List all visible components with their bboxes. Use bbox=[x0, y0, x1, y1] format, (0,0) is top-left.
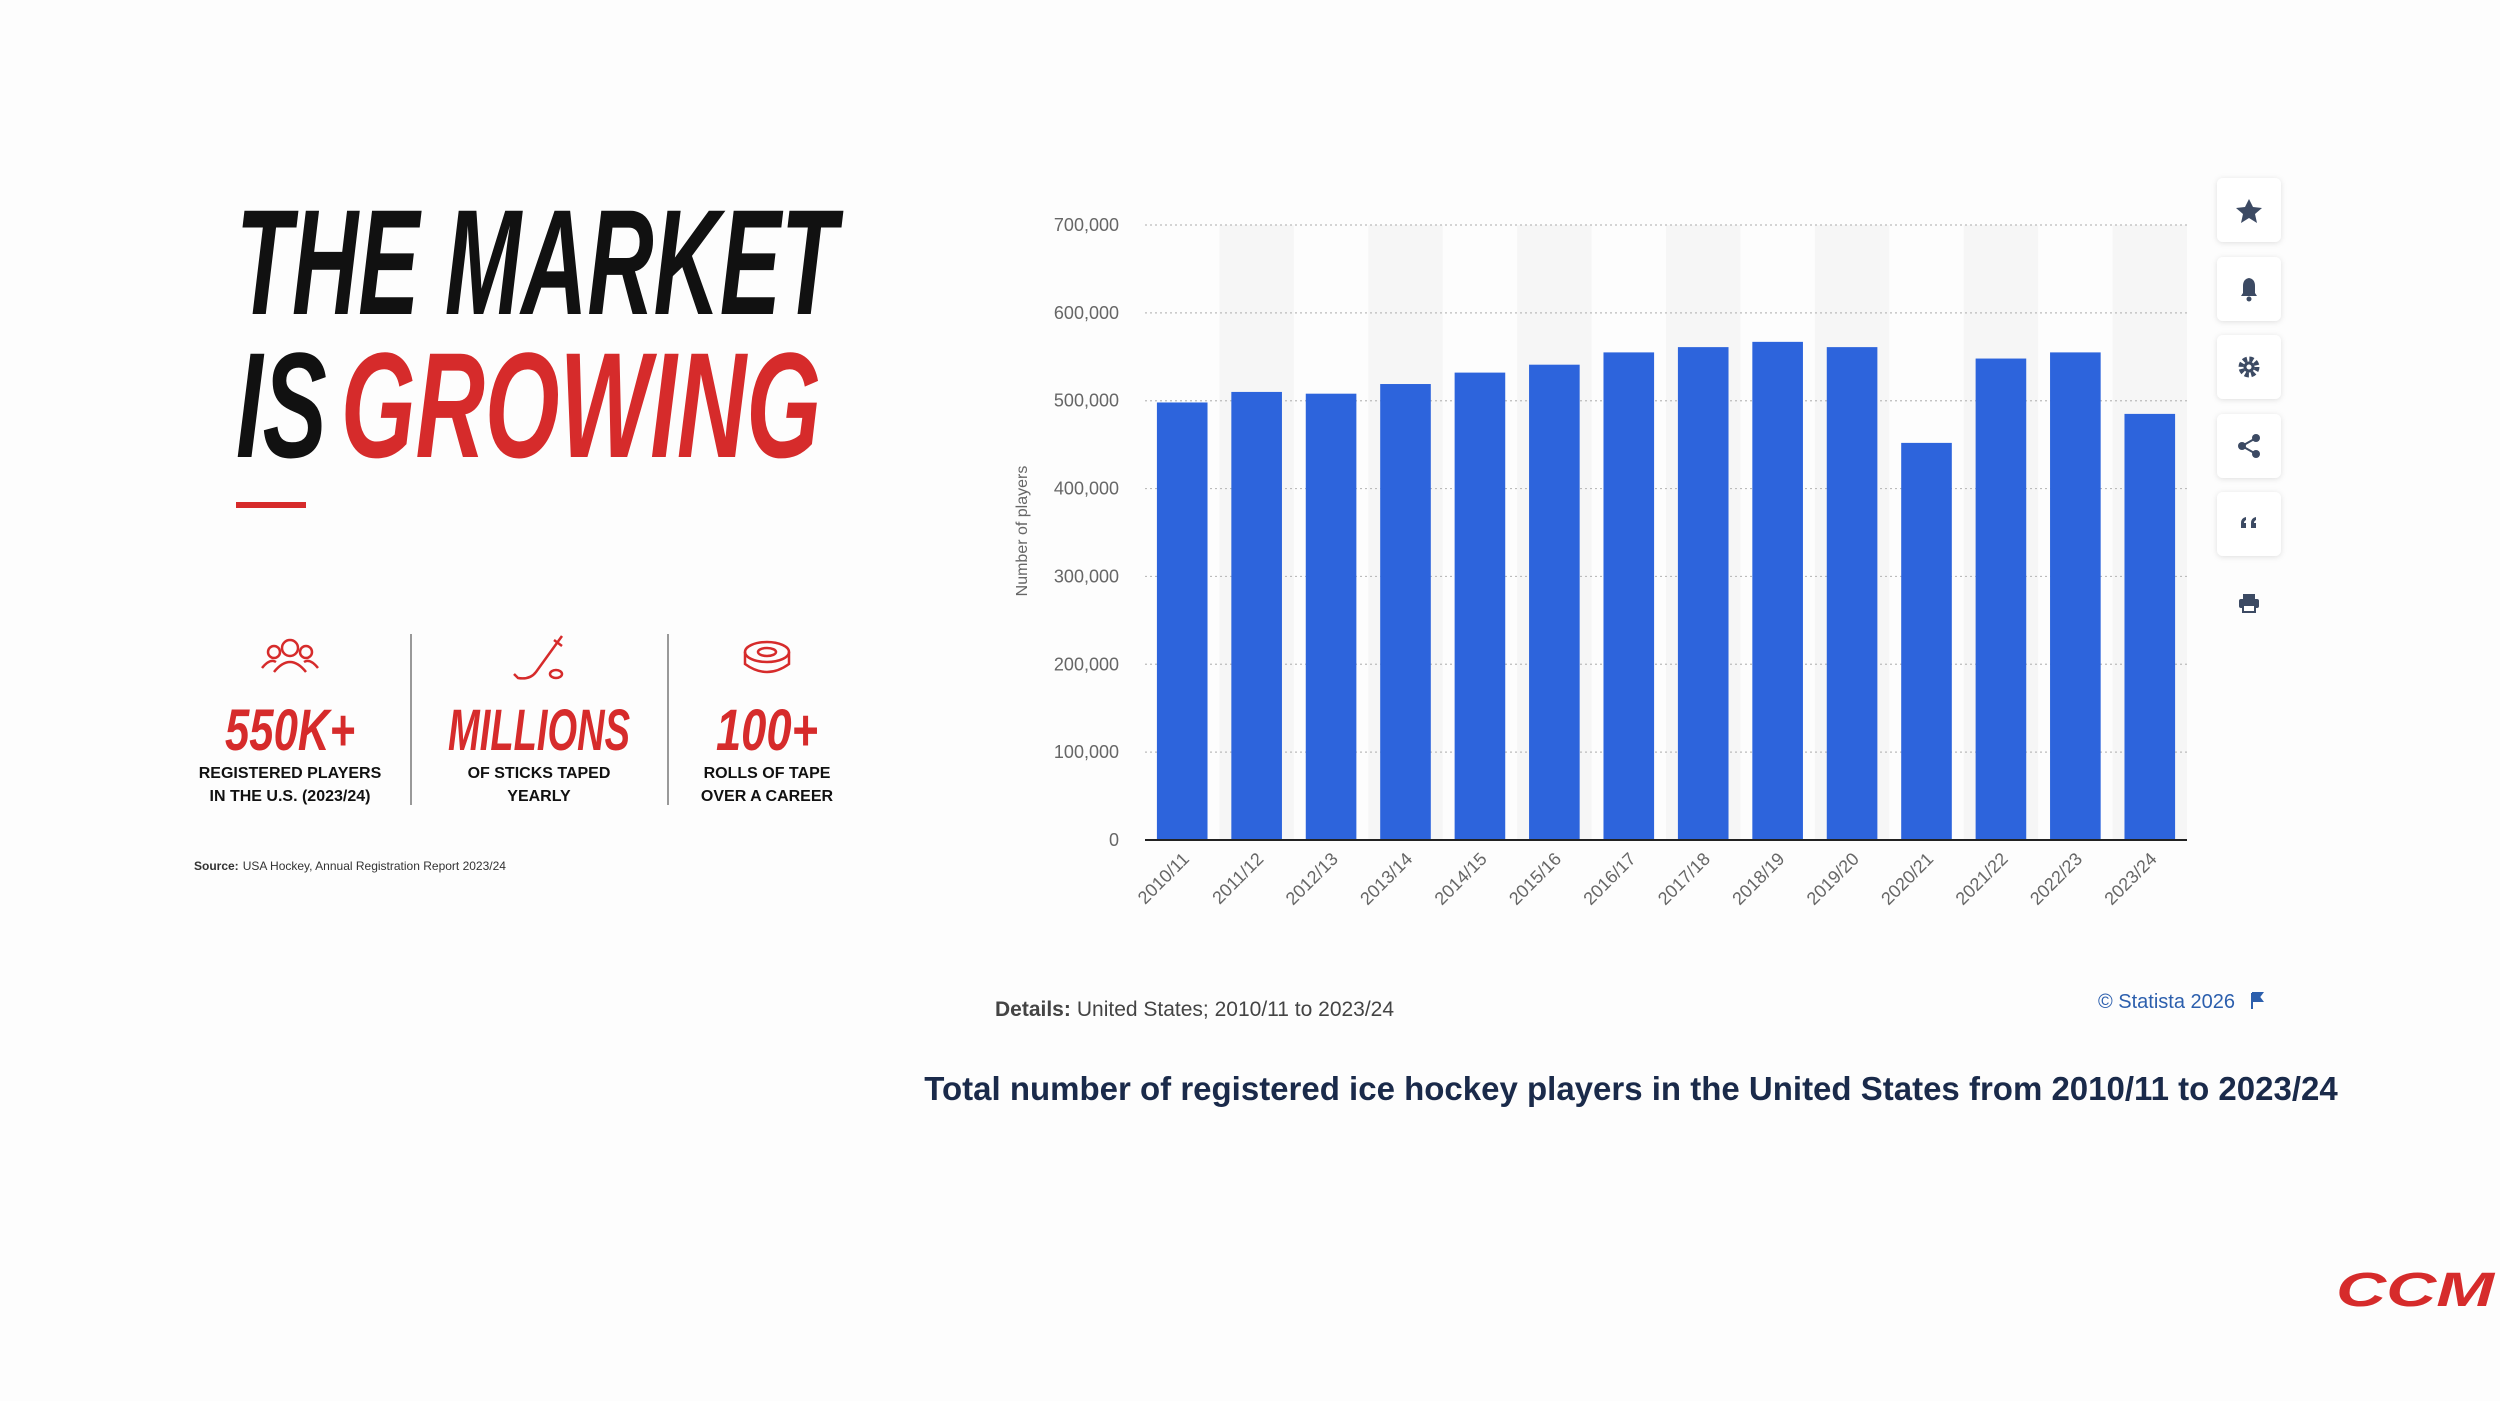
stat-caption: YEARLY bbox=[507, 788, 571, 805]
stat-caption: ROLLS OF TAPE bbox=[704, 765, 831, 782]
bar bbox=[1231, 391, 1282, 840]
bar bbox=[2124, 413, 2176, 840]
details-text: United States; 2010/11 to 2023/24 bbox=[1077, 998, 1395, 1021]
source-text: USA Hockey, Annual Registration Report 2… bbox=[243, 859, 507, 873]
favorite-button[interactable] bbox=[2217, 178, 2281, 242]
bar bbox=[1380, 384, 1431, 840]
y-axis-label: Number of players bbox=[1014, 466, 1031, 597]
logo: CCM bbox=[2336, 1264, 2495, 1317]
y-tick-label: 200,000 bbox=[1054, 654, 1119, 674]
y-tick-label: 0 bbox=[1109, 830, 1119, 850]
bar bbox=[1305, 393, 1357, 840]
headline-word: IS bbox=[236, 321, 327, 489]
y-tick-label: 600,000 bbox=[1054, 303, 1119, 323]
y-tick-label: 100,000 bbox=[1054, 742, 1119, 762]
y-tick-label: 500,000 bbox=[1054, 391, 1119, 411]
chart-title: Total number of registered ice hockey pl… bbox=[924, 1070, 2338, 1107]
details: Details: United States; 2010/11 to 2023/2… bbox=[995, 998, 1394, 1021]
credit[interactable]: © Statista 2026 bbox=[2098, 991, 2235, 1013]
toolbar bbox=[2217, 178, 2281, 635]
icon-tape bbox=[743, 640, 791, 674]
cite-button[interactable] bbox=[2217, 492, 2281, 556]
bar bbox=[1901, 442, 1952, 840]
bar bbox=[1603, 352, 1655, 840]
stat-value: 100+ bbox=[716, 698, 818, 763]
icon-people bbox=[261, 638, 319, 673]
icon-stick bbox=[513, 635, 564, 680]
stat-caption: OF STICKS TAPED bbox=[468, 765, 611, 782]
y-tick-label: 700,000 bbox=[1054, 215, 1119, 235]
bar bbox=[2050, 352, 2101, 840]
source: Source: USA Hockey, Annual Registration R… bbox=[194, 859, 506, 873]
headline: ISGROWING bbox=[236, 321, 821, 489]
print-button[interactable] bbox=[2217, 571, 2281, 635]
bar bbox=[1677, 347, 1729, 840]
bar bbox=[1826, 347, 1878, 840]
bar bbox=[1454, 372, 1506, 840]
details-label: Details: bbox=[995, 998, 1071, 1021]
settings-button[interactable] bbox=[2217, 335, 2281, 399]
y-tick-label: 400,000 bbox=[1054, 479, 1119, 499]
stats: 550K+ REGISTERED PLAYERS IN THE U.S. (2023… bbox=[199, 698, 834, 805]
bar bbox=[1975, 358, 2027, 840]
bar bbox=[1156, 402, 1208, 840]
stat-caption: OVER A CAREER bbox=[701, 788, 834, 805]
alert-button[interactable] bbox=[2217, 257, 2281, 321]
flag-icon[interactable] bbox=[2251, 992, 2264, 1009]
y-tick-label: 300,000 bbox=[1054, 566, 1119, 586]
stat-caption: REGISTERED PLAYERS bbox=[199, 765, 382, 782]
stat-value: 550K+ bbox=[225, 698, 355, 763]
source-label: Source: bbox=[194, 859, 239, 873]
stat-caption: IN THE U.S. (2023/24) bbox=[210, 788, 371, 805]
headline-word: GROWING bbox=[341, 321, 821, 489]
infographic: THE MARKET ISGROWING 550K+ REGISTERED PLA… bbox=[194, 178, 844, 873]
stat-value: MILLIONS bbox=[448, 698, 630, 763]
share-button[interactable] bbox=[2217, 414, 2281, 478]
headline: THE MARKET bbox=[236, 178, 844, 346]
bar bbox=[1752, 341, 1803, 840]
bar bbox=[1529, 364, 1580, 840]
